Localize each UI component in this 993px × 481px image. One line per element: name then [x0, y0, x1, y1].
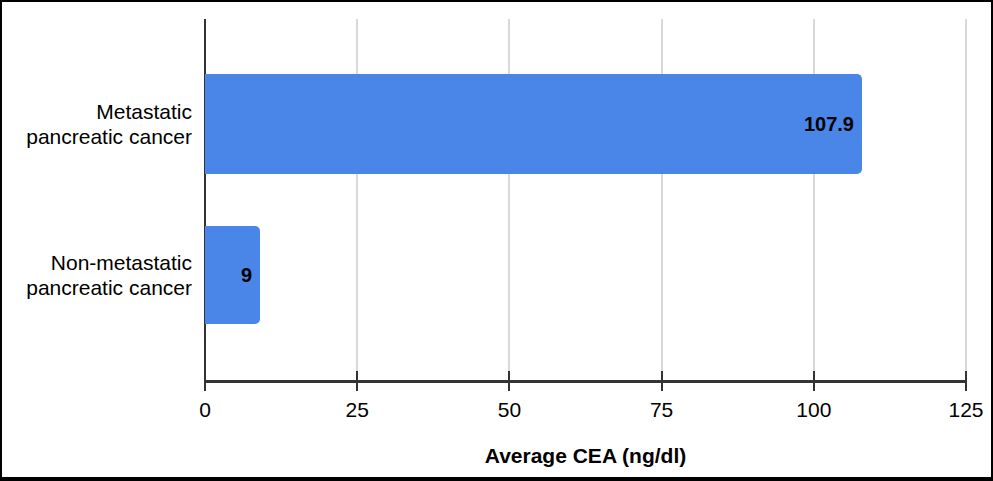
plot-area: 0 25 50 75 100 125 107.9 Metastatic pancreatic …	[2, 2, 991, 477]
category-label: Non-metastatic pancreatic cancer	[2, 250, 192, 300]
x-axis-title: Average CEA (ng/dl)	[485, 444, 686, 468]
bar-value-label: 107.9	[804, 113, 854, 136]
x-tick-label: 75	[650, 398, 673, 422]
chart-frame: 0 25 50 75 100 125 107.9 Metastatic pancreatic …	[0, 0, 993, 481]
x-tick-label: 0	[199, 398, 211, 422]
category-label: Metastatic pancreatic cancer	[2, 99, 192, 149]
x-tick-label: 125	[948, 398, 983, 422]
x-axis-line	[205, 380, 966, 383]
bar	[205, 74, 862, 174]
bar-value-label: 9	[241, 264, 252, 287]
x-tick-label: 25	[346, 398, 369, 422]
gridline	[965, 19, 967, 381]
x-tick-label: 50	[498, 398, 521, 422]
x-tick-label: 100	[796, 398, 831, 422]
